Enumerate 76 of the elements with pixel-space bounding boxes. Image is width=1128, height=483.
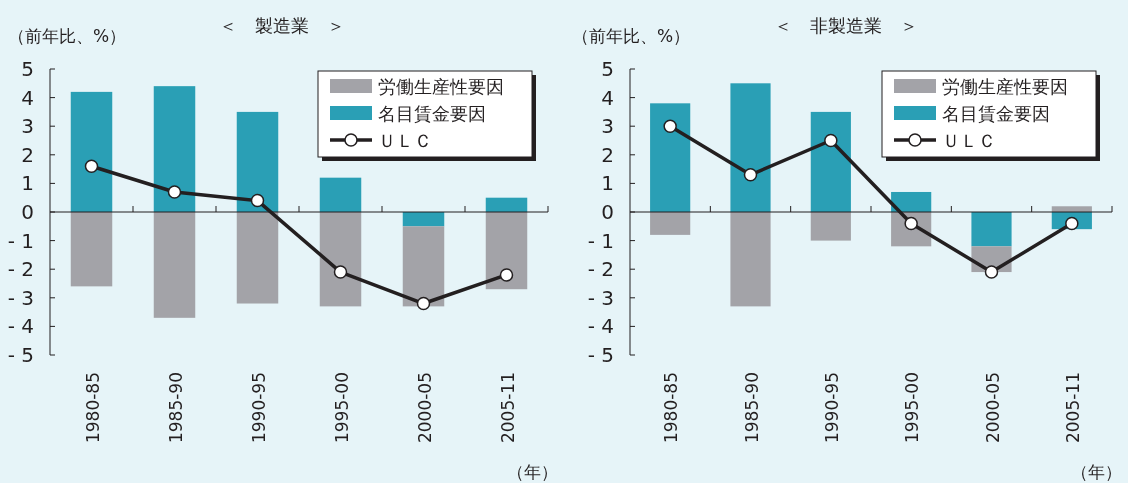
legend-label: 名目賃金要因 [378, 103, 486, 124]
y-tick-label: 5 [21, 57, 34, 81]
x-tick-label: 1985-90 [165, 372, 186, 444]
y-axis-title: （前年比、%） [8, 26, 127, 46]
legend-label: 名目賃金要因 [942, 103, 1050, 124]
y-tick-label: 0 [21, 200, 34, 224]
chart-title: ＜ 非製造業 ＞ [774, 15, 918, 36]
x-axis-title: （年） [1071, 462, 1122, 482]
y-tick-label: - 2 [587, 257, 614, 282]
y-tick-label: - 4 [587, 314, 614, 339]
bar [153, 86, 196, 212]
point [743, 168, 758, 182]
y-tick-label: - 4 [7, 314, 34, 339]
y-tick-label: 0 [601, 200, 614, 224]
bar [730, 83, 771, 212]
bar [650, 212, 691, 235]
legend-label: 労働生産性要因 [378, 76, 504, 97]
bar [70, 91, 113, 212]
y-tick-label: - 5 [7, 343, 34, 367]
x-tick-label: 1985-90 [741, 372, 762, 444]
y-tick-label: - 5 [587, 343, 614, 367]
y-tick-label: 2 [21, 142, 34, 167]
point [250, 193, 265, 208]
x-tick-label: 1995-00 [331, 372, 352, 444]
bar [485, 212, 528, 290]
point [984, 265, 999, 279]
bar [810, 111, 851, 212]
legend-label: 労働生産性要因 [942, 76, 1068, 97]
bar [236, 212, 279, 304]
point [499, 268, 514, 282]
x-tick-label: 1990-95 [248, 372, 269, 444]
bar [402, 212, 445, 227]
bar [971, 212, 1012, 247]
legend-label: ＵＬＣ [942, 130, 996, 151]
y-tick-label: 5 [601, 57, 614, 81]
y-axis-title: （前年比、%） [572, 26, 691, 46]
x-tick-label: 1990-95 [821, 372, 842, 444]
y-tick-label: 3 [601, 114, 614, 139]
legend-label: ＵＬＣ [378, 130, 432, 151]
point [663, 119, 677, 133]
y-tick-label: - 1 [587, 228, 614, 253]
bar [810, 212, 851, 241]
x-tick-label: 2000-05 [982, 372, 1003, 444]
x-tick-label: 1980-85 [661, 372, 682, 444]
y-tick-label: - 2 [7, 257, 34, 282]
bar [236, 111, 279, 212]
chart-title: ＜ 製造業 ＞ [219, 15, 345, 36]
bar [650, 103, 691, 212]
bar [319, 212, 362, 307]
y-tick-label: 1 [601, 171, 614, 196]
point [824, 133, 838, 148]
x-tick-label: 2000-05 [414, 372, 435, 444]
x-tick-label: 1995-00 [902, 372, 923, 444]
x-tick-label: 2005-11 [1062, 372, 1083, 444]
bar [402, 226, 445, 307]
y-tick-label: 1 [21, 171, 34, 196]
point [84, 159, 99, 173]
x-axis-title: （年） [507, 462, 558, 482]
y-tick-label: 3 [21, 114, 34, 139]
y-tick-label: - 3 [7, 285, 34, 310]
x-tick-label: 2005-11 [497, 372, 518, 444]
y-tick-label: - 1 [7, 228, 34, 253]
y-tick-label: 4 [21, 85, 34, 110]
bar [891, 191, 932, 212]
bar [730, 212, 771, 307]
point [167, 185, 182, 199]
x-tick-label: 1980-85 [82, 372, 103, 444]
y-tick-label: - 3 [587, 285, 614, 310]
point [416, 296, 431, 311]
y-tick-label: 2 [601, 142, 614, 167]
point [333, 265, 348, 279]
bar [319, 177, 362, 212]
bar [485, 197, 528, 212]
y-tick-label: 4 [601, 85, 614, 110]
bar [70, 212, 113, 287]
bar [153, 212, 196, 318]
